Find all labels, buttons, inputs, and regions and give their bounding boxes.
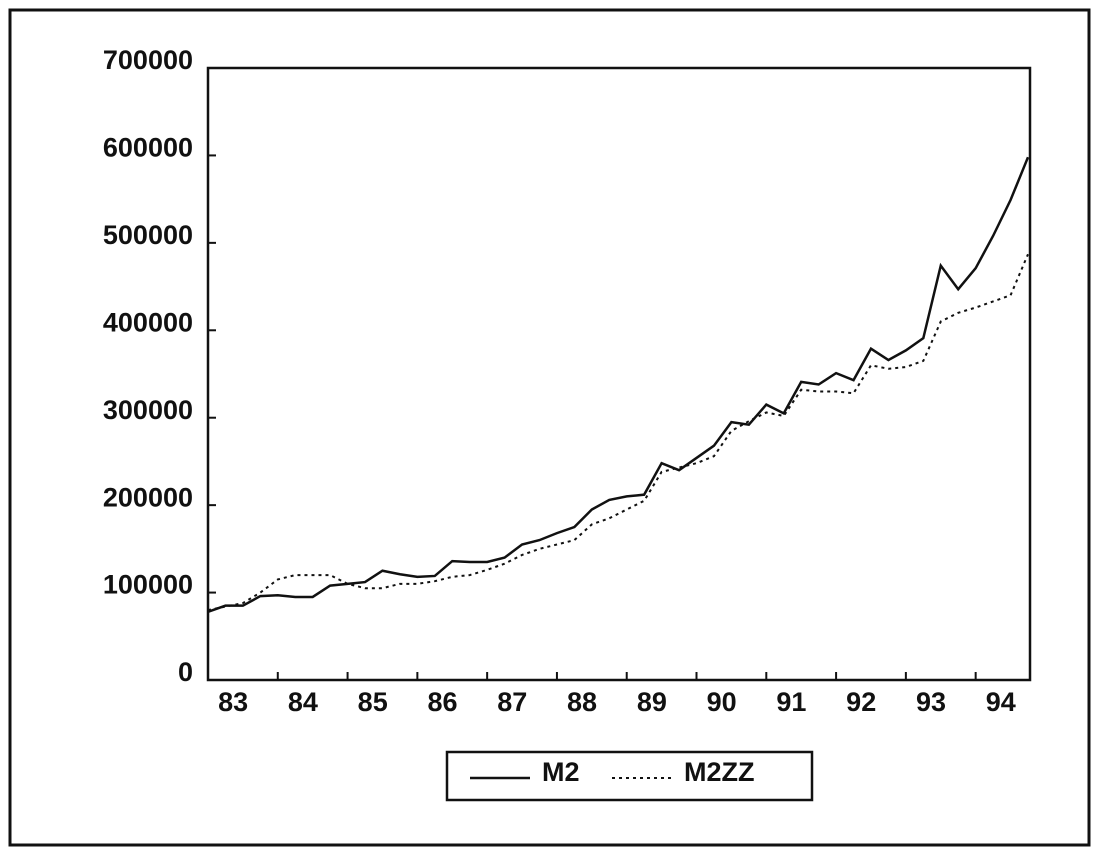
- series-line: [207, 156, 1030, 613]
- legend-box: [445, 750, 814, 802]
- x-tick-label: 83: [218, 687, 248, 717]
- x-tick-label: 90: [707, 687, 737, 717]
- legend-label: M2: [542, 757, 580, 787]
- x-tick-label: 94: [986, 687, 1016, 717]
- x-tick-label: 86: [427, 687, 457, 717]
- x-tick-label: 87: [497, 687, 527, 717]
- x-tick-label: 84: [288, 687, 318, 717]
- series-line: [207, 253, 1029, 612]
- y-tick-label: 200000: [103, 482, 193, 512]
- x-tick-label: 91: [776, 687, 806, 717]
- legend-label: M2ZZ: [684, 757, 755, 787]
- x-tick-label: 88: [567, 687, 597, 717]
- y-tick-label: 400000: [103, 307, 193, 337]
- y-tick-label: 0: [178, 657, 193, 687]
- x-tick-label: 89: [637, 687, 667, 717]
- x-tick-label: 92: [846, 687, 876, 717]
- x-tick-label: 93: [916, 687, 946, 717]
- y-tick-label: 100000: [103, 570, 193, 600]
- plot-frame: [206, 66, 1032, 682]
- x-tick-label: 85: [358, 687, 388, 717]
- y-tick-label: 600000: [103, 133, 193, 163]
- y-tick-label: 500000: [103, 220, 193, 250]
- y-tick-label: 700000: [103, 45, 193, 75]
- y-tick-label: 300000: [103, 395, 193, 425]
- outer-frame: [8, 8, 1091, 847]
